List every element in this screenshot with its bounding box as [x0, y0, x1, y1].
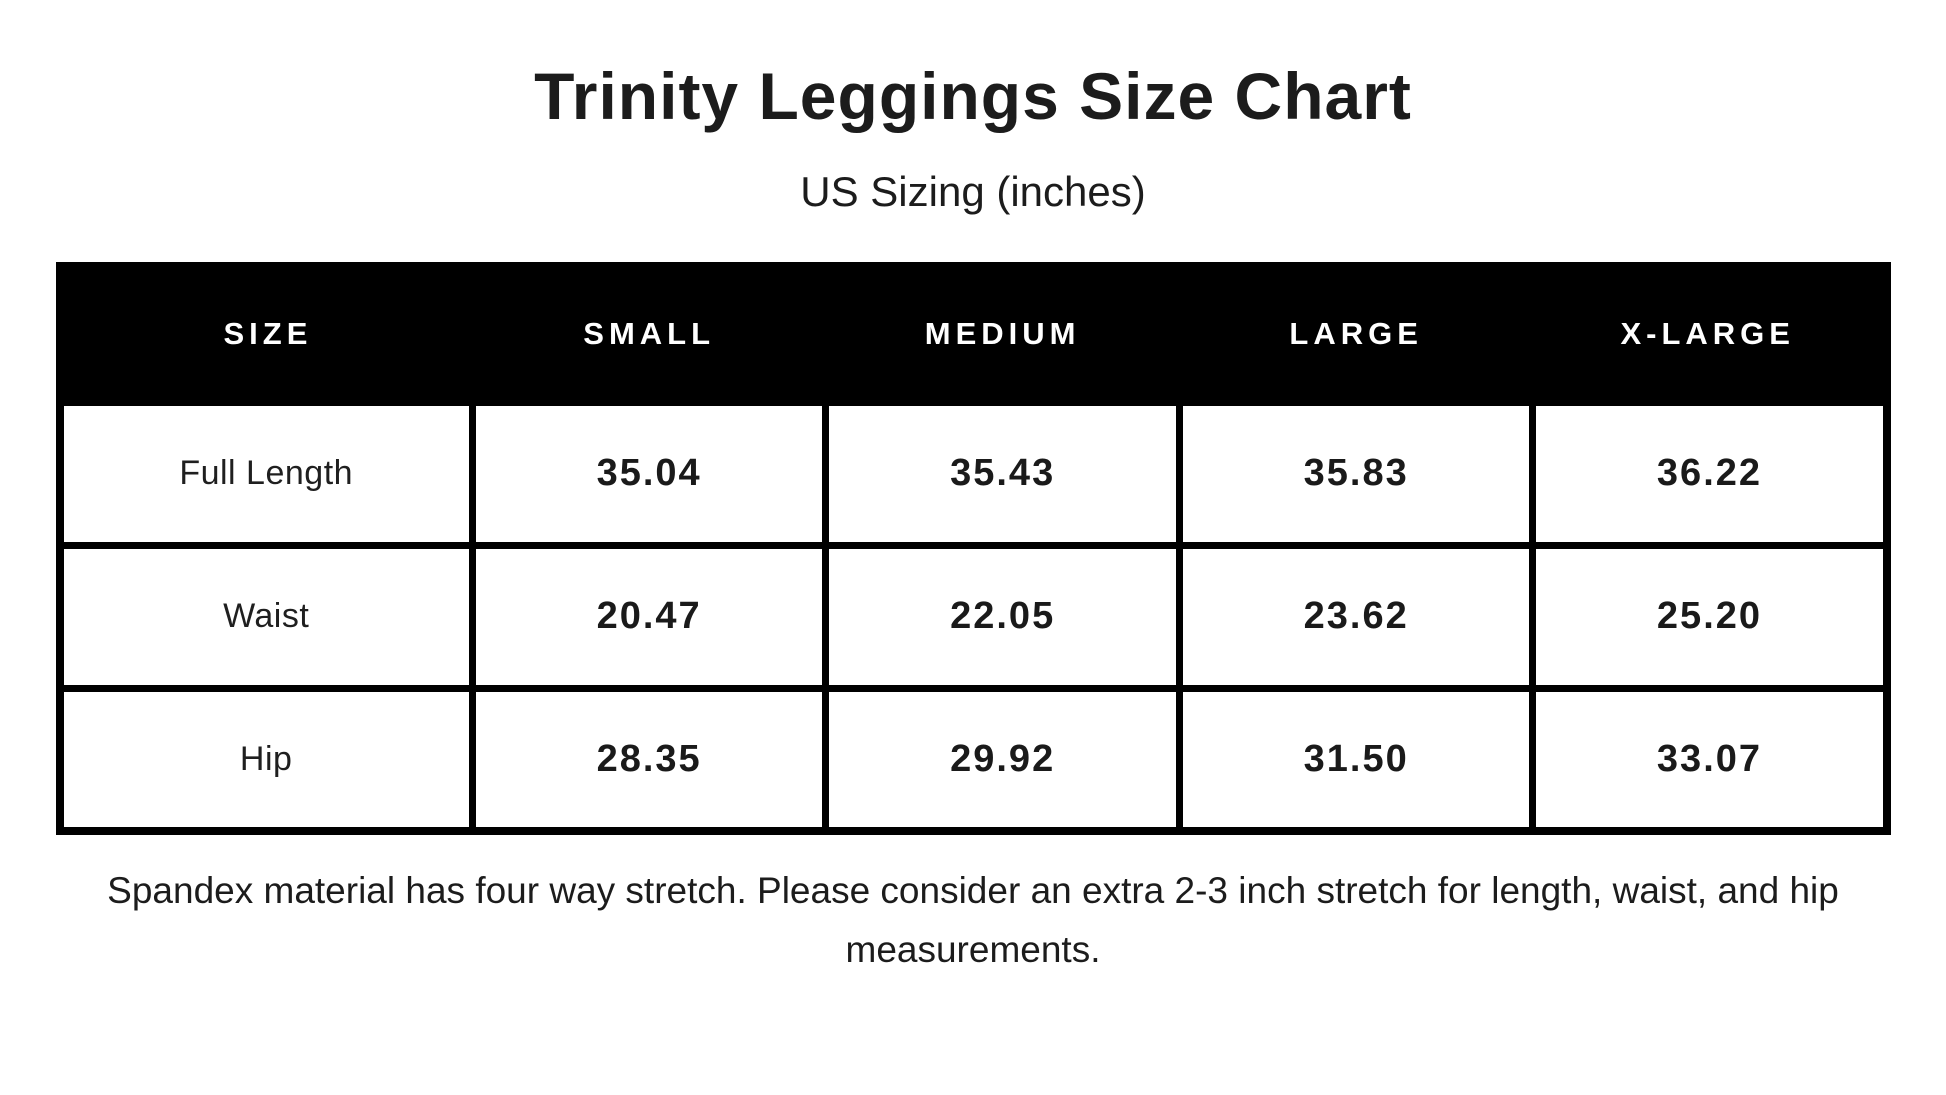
table-row-waist: Waist 20.47 22.05 23.62 25.20 — [56, 541, 1890, 692]
cell-hip-large: 31.50 — [1175, 684, 1537, 835]
cell-full-length-small: 35.04 — [468, 398, 830, 549]
row-label-full-length: Full Length — [56, 398, 476, 549]
cell-hip-small: 28.35 — [468, 684, 830, 835]
cell-waist-large: 23.62 — [1175, 541, 1537, 692]
table-header-row: SIZE SMALL MEDIUM LARGE X-LARGE — [59, 266, 1887, 402]
column-header-small: SMALL — [472, 266, 826, 402]
table-row-full-length: Full Length 35.04 35.43 35.83 36.22 — [56, 398, 1890, 549]
page-title: Trinity Leggings Size Chart — [534, 59, 1412, 133]
stretch-footnote: Spandex material has four way stretch. P… — [107, 870, 1839, 971]
cell-waist-x-large: 25.20 — [1529, 541, 1890, 692]
column-header-x-large: X-LARGE — [1532, 266, 1887, 402]
row-label-waist: Waist — [56, 541, 476, 692]
size-chart-table: SIZE SMALL MEDIUM LARGE X-LARGE Full Len… — [55, 262, 1891, 835]
cell-full-length-medium: 35.43 — [822, 398, 1183, 549]
page-subtitle: US Sizing (inches) — [800, 168, 1146, 215]
table-row-hip: Hip 28.35 29.92 31.50 33.07 — [56, 684, 1890, 835]
column-header-large: LARGE — [1179, 266, 1533, 402]
cell-hip-medium: 29.92 — [822, 684, 1183, 835]
column-header-medium: MEDIUM — [825, 266, 1180, 402]
cell-waist-medium: 22.05 — [822, 541, 1183, 692]
column-header-size: SIZE — [59, 266, 473, 402]
cell-full-length-large: 35.83 — [1175, 398, 1537, 549]
row-label-hip: Hip — [56, 684, 476, 835]
cell-full-length-x-large: 36.22 — [1529, 398, 1890, 549]
cell-hip-x-large: 33.07 — [1529, 684, 1890, 835]
cell-waist-small: 20.47 — [468, 541, 830, 692]
